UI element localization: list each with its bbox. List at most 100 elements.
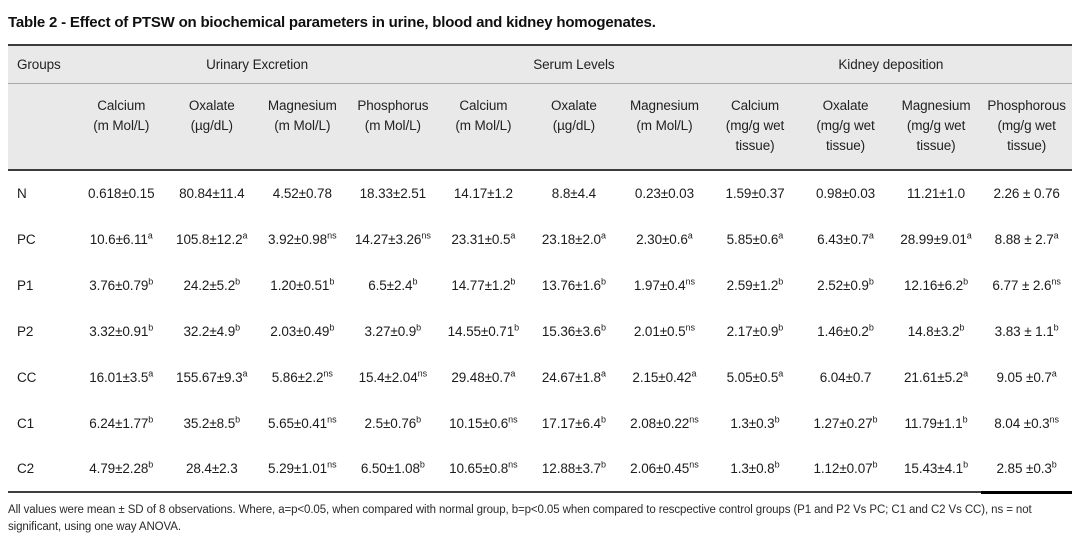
table-cell: 15.36±3.6b (541, 322, 606, 339)
table-cell: 6.50±1.08b (347, 446, 439, 493)
column-unit: (m Mol/L) (636, 117, 693, 133)
significance-superscript: b (778, 322, 784, 332)
significance-superscript: a (242, 368, 248, 378)
significance-superscript: b (959, 322, 965, 332)
table-cell: 10.65±0.8ns (438, 446, 529, 493)
significance-superscript: b (235, 276, 241, 286)
column-unit: (mg/g wet tissue) (816, 117, 875, 153)
column-header-calcium-7: Calcium (mg/g wet tissue) (709, 83, 801, 171)
column-header-phosphorous-10: Phosphorous (mg/g wet tissue) (981, 83, 1072, 171)
table-cell: 0.618±0.15 (88, 186, 155, 201)
table-cell: 0.98±0.03 (815, 186, 876, 201)
table-cell: 4.79±2.28b (76, 446, 167, 493)
table-cell: 3.27±0.9b (364, 322, 422, 339)
column-header-calcium-4: Calcium (m Mol/L) (438, 83, 529, 171)
table-cell: 5.05±0.5a (726, 368, 784, 385)
column-unit: (µg/dL) (552, 117, 596, 133)
table-cell: 105.8±12.2a (176, 230, 248, 247)
significance-superscript: b (235, 322, 241, 332)
significance-superscript: ns (421, 230, 431, 240)
significance-superscript: b (774, 459, 780, 470)
table-cell: 24.67±1.8a (541, 368, 606, 385)
table-cell: 18.33±2.51 (359, 186, 427, 201)
significance-superscript: a (147, 230, 153, 240)
column-unit: (mg/g wet tissue) (997, 117, 1056, 153)
significance-superscript: a (687, 230, 693, 240)
significance-superscript: a (966, 230, 972, 240)
table-cell: 3.76±0.79b (89, 276, 154, 293)
table-cell: 3.32±0.91b (89, 322, 154, 339)
table-cell: 15.4±2.04ns (358, 368, 428, 385)
table-cell: 14.8±3.2b (907, 322, 965, 339)
table-cell: 16.01±3.5a (89, 368, 154, 385)
table-cell: 2.08±0.22ns (630, 414, 699, 431)
significance-superscript: ns (508, 414, 518, 424)
table-cell: 5.85±0.6a (726, 230, 784, 247)
column-unit: (µg/dL) (190, 117, 233, 133)
significance-superscript: ns (327, 230, 337, 240)
significance-superscript: b (600, 414, 606, 424)
column-name: Phosphorus (357, 97, 429, 113)
significance-superscript: b (872, 459, 878, 470)
significance-superscript: b (774, 414, 780, 424)
column-name: Oxalate (551, 97, 597, 113)
column-header-oxalate-5: Oxalate (µg/dL) (528, 83, 620, 171)
significance-superscript: ns (1051, 276, 1061, 286)
table-cell: 5.86±2.2ns (271, 368, 333, 385)
significance-superscript: b (962, 414, 968, 424)
column-header-calcium-0: Calcium (m Mol/L) (76, 83, 167, 171)
row-label-pc: PC (17, 231, 36, 247)
significance-superscript: b (600, 276, 606, 286)
row-label-n: N (17, 186, 27, 201)
significance-superscript: b (872, 414, 878, 424)
significance-superscript: b (235, 414, 241, 424)
significance-superscript: a (868, 230, 874, 240)
significance-superscript: b (778, 276, 784, 286)
column-header-groups: Groups (8, 45, 76, 84)
table-cell: 24.2±5.2b (183, 276, 241, 293)
table-cell: 4.52±0.78 (272, 186, 332, 201)
column-name: Magnesium (267, 97, 337, 113)
significance-superscript: b (148, 276, 154, 286)
sub-header-row: Calcium (m Mol/L) Oxalate (µg/dL) Magnesium (… (8, 83, 1072, 171)
table-cell: 35.2±8.5b (183, 414, 241, 431)
column-unit: (m Mol/L) (274, 117, 331, 133)
significance-superscript: b (1051, 459, 1057, 470)
significance-superscript: b (416, 414, 422, 424)
table-cell: 2.03±0.49b (270, 322, 335, 339)
significance-superscript: b (510, 276, 516, 286)
significance-superscript: b (419, 459, 425, 470)
significance-superscript: ns (327, 414, 337, 424)
significance-superscript: ns (417, 368, 428, 378)
table-cell: 1.97±0.4ns (633, 276, 696, 293)
significance-superscript: a (963, 368, 969, 378)
table-cell: 2.15±0.42a (632, 368, 697, 385)
table-cell: 12.16±6.2b (904, 276, 969, 293)
table-cell: 14.27±3.26ns (354, 230, 431, 247)
table-cell: 10.6±6.11a (89, 230, 153, 247)
column-unit: (m Mol/L) (455, 117, 512, 133)
column-header-magnesium-6: Magnesium (m Mol/L) (619, 83, 710, 171)
significance-superscript: ns (685, 276, 696, 286)
table-cell: 21.61±5.2a (904, 368, 969, 385)
significance-superscript: a (242, 230, 248, 240)
table-row-p2: P2 3.32±0.91b 32.2±4.9b 2.03±0.49b 3.27±0.9b… (8, 308, 1072, 354)
column-unit: (m Mol/L) (93, 117, 150, 133)
column-name: Magnesium (630, 97, 699, 113)
table-cell: 2.17±0.9b (726, 322, 784, 339)
significance-superscript: a (510, 230, 516, 240)
column-unit: (mg/g wet tissue) (725, 117, 785, 153)
table-cell: 14.55±0.71b (447, 322, 520, 339)
table-cell: 11.79±1.1b (904, 414, 968, 431)
significance-superscript: a (1051, 368, 1057, 378)
group-header-urinary-excretion: Urinary Excretion (76, 45, 439, 84)
table-cell: 17.17±6.4b (541, 414, 606, 431)
table-cell: 1.3±0.8b (709, 446, 801, 493)
significance-superscript: a (148, 368, 154, 378)
significance-superscript: ns (689, 459, 699, 470)
significance-superscript: b (600, 459, 606, 470)
significance-superscript: a (510, 368, 516, 378)
significance-superscript: b (148, 414, 154, 424)
column-name: Calcium (730, 97, 780, 113)
significance-superscript: b (868, 322, 874, 332)
